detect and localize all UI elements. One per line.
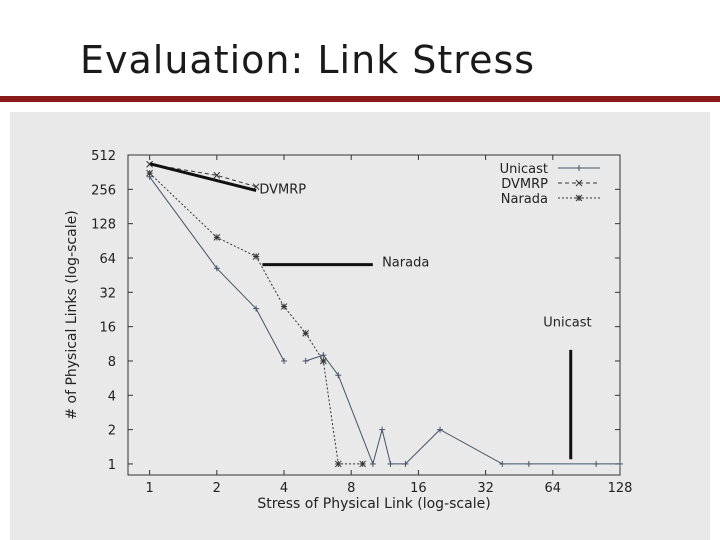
x-tick-label: 16: [410, 481, 427, 496]
legend-marker-unicast: [576, 165, 582, 171]
series-line-narada: [149, 172, 363, 465]
x-axis-label: Stress of Physical Link (log-scale): [257, 496, 490, 512]
legend-marker-dvmrp-d2: [575, 179, 583, 187]
data-point-unicast: [335, 372, 342, 379]
y-tick-label: 1: [108, 458, 116, 473]
legend-marker-dvmrp: [575, 179, 583, 187]
y-tick-label: 32: [99, 286, 116, 301]
legend-marker-narada: [575, 194, 583, 202]
data-point-unicast: [281, 357, 288, 364]
data-point-unicast: [387, 460, 394, 467]
x-tick-label: 1: [145, 481, 153, 496]
y-tick-label: 64: [99, 252, 116, 267]
data-point-unicast: [253, 305, 260, 312]
plot-frame: [127, 154, 621, 476]
legend-marker-narada-d2: [575, 194, 583, 202]
data-point-narada-d2: [319, 357, 327, 365]
data-point-narada: [302, 329, 310, 337]
data-point-narada: [359, 460, 366, 468]
data-point-narada: [146, 169, 153, 177]
y-tick-label: 8: [108, 355, 116, 370]
y-tick-label: 128: [91, 218, 116, 233]
annotation-line-dvmrp: [149, 162, 257, 192]
series-line-unicast: [149, 176, 620, 466]
y-tick-label: 256: [91, 183, 116, 198]
data-point-dvmrp-d2: [213, 171, 221, 179]
data-point-narada: [334, 460, 342, 468]
data-point-narada-d2: [213, 234, 221, 241]
legend-label-unicast: Unicast: [500, 162, 548, 177]
x-tick-label: 8: [347, 481, 355, 496]
legend-label-narada: Narada: [501, 192, 548, 207]
data-point-unicast: [437, 426, 444, 433]
data-point-unicast: [379, 426, 386, 433]
data-point-unicast: [525, 460, 532, 467]
annotation-label-narada: Narada: [382, 255, 429, 270]
x-tick-label: 2: [213, 481, 221, 496]
data-point-narada: [319, 357, 327, 365]
data-point-narada: [280, 303, 288, 310]
y-axis-label: # of Physical Links (log-scale): [64, 210, 80, 419]
data-point-unicast: [593, 460, 600, 467]
data-point-narada-d2: [280, 303, 288, 310]
data-point-narada-d2: [359, 460, 366, 468]
slide-title: Evaluation: Link Stress: [80, 38, 536, 82]
data-point-unicast: [617, 460, 623, 467]
data-point-unicast: [302, 357, 309, 364]
x-tick-label: 32: [477, 481, 494, 496]
annotation-label-dvmrp: DVMRP: [259, 183, 306, 198]
data-point-narada: [213, 234, 221, 241]
data-point-unicast: [499, 460, 506, 467]
data-point-narada-d2: [334, 460, 342, 468]
data-point-narada: [252, 253, 260, 260]
data-point-unicast: [320, 352, 327, 359]
data-point-narada-d2: [146, 169, 153, 177]
y-tick-label: 4: [108, 389, 116, 404]
data-point-unicast: [213, 265, 220, 272]
data-point-dvmrp: [213, 171, 221, 179]
data-point-unicast: [402, 460, 409, 467]
y-tick-label: 2: [108, 424, 116, 439]
data-point-narada-d2: [302, 329, 310, 337]
y-tick-label: 16: [99, 321, 116, 336]
title-divider: [0, 96, 720, 102]
y-tick-label: 512: [91, 149, 116, 164]
data-point-narada-d2: [252, 253, 260, 260]
x-tick-label: 128: [608, 481, 633, 496]
data-point-unicast: [369, 460, 376, 467]
x-tick-label: 4: [280, 481, 288, 496]
legend-label-dvmrp: DVMRP: [501, 177, 548, 192]
annotation-label-unicast: Unicast: [543, 316, 591, 331]
x-tick-label: 64: [545, 481, 562, 496]
